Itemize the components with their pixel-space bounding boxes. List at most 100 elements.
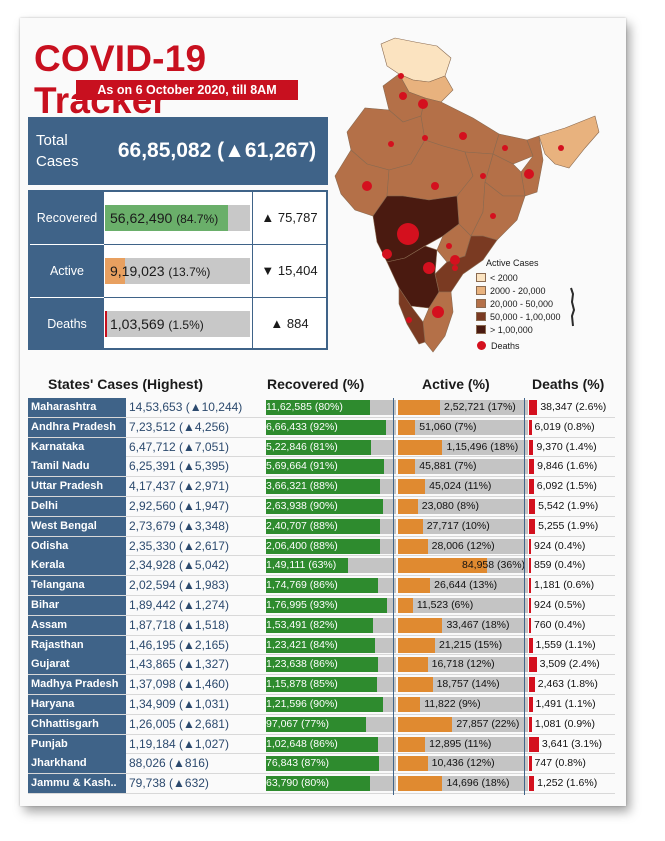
state-name: Delhi [28,497,126,516]
state-cases: 2,02,594 (▲1,983) [129,578,229,593]
deaths-value: 9,370 (1.4%) [536,440,597,453]
deaths-bubble [431,182,439,190]
recovered-bar [266,558,348,574]
table-row: Assam 1,87,718 (▲1,518) 1,53,491 (82%) 33,4… [28,615,615,636]
deaths-value: 924 (0.4%) [534,539,586,552]
active-bar [398,697,421,712]
recovered-value: 1,74,769 (86%) [266,579,338,592]
recovered-value: 1,02,648 (86%) [266,737,338,750]
state-cases: 4,17,437 (▲2,971) [129,479,229,494]
recovered-pct: (84.7%) [176,212,219,226]
deaths-bubble [418,99,428,109]
state-cases: 6,25,391 (▲5,395) [129,459,229,474]
deaths-row: Deaths 1,03,569 (1.5%) ▲ 884 [30,298,326,350]
state-cases: 14,53,653 (▲10,244) [129,400,243,414]
state-name: Jharkhand [28,754,126,774]
deaths-bubble [432,306,444,318]
state-cases: 2,73,679 (▲3,348) [129,518,229,533]
active-bar-track [398,598,528,613]
state-name: Karnataka [28,437,126,457]
deaths-bar [105,311,107,337]
active-bar-track [105,258,250,284]
deaths-bar [529,538,531,554]
state-name: Jammu & Kash.. [28,774,126,794]
recovered-value: 6,66,433 (92%) [266,420,338,433]
state-cases: 1,19,184 (▲1,027) [129,736,229,751]
header-recovered: Recovered (%) [267,376,365,392]
active-bar [398,637,436,653]
state-cases: 1,89,442 (▲1,274) [129,598,229,612]
recovered-value: 1,49,111 (63%) [266,559,337,572]
region-kerala [398,287,426,345]
deaths-bubble [490,213,496,219]
recovered-bar [266,479,381,495]
active-value: 9,19,023 (13.7%) [110,258,210,284]
active-bar-track [398,459,528,475]
recovered-bar [266,637,376,653]
deaths-bar [529,459,535,475]
state-name: Punjab [28,734,126,754]
deaths-value: 1,252 (1.6%) [537,777,598,790]
recovered-bar [266,617,373,633]
deaths-value: 1,081 (0.9%) [534,717,595,730]
active-change: ▼ 15,404 [252,245,326,297]
state-name: Gujarat [28,655,126,675]
recovered-bar [266,657,378,673]
legend-title: Active Cases [486,258,539,268]
active-bar [398,677,433,693]
active-value: 84,958 (36%) [462,559,526,572]
table-row: Telangana 2,02,594 (▲1,983) 1,74,769 (86%)… [28,576,615,596]
active-number: 9,19,023 [110,263,165,279]
legend-item: 2000 - 20,000 [476,284,586,297]
recovered-row: Recovered 56,62,490 (84.7%) ▲ 75,787 [30,192,326,244]
recovered-bar [266,716,367,732]
table-row: West Bengal 2,73,679 (▲3,348) 2,40,707 (88… [28,516,615,537]
state-cases: 2,35,330 (▲2,617) [129,538,229,553]
deaths-number: 1,03,569 [110,316,165,332]
table-row: Tamil Nadu 6,25,391 (▲5,395) 5,69,664 (91%… [28,457,615,478]
legend-swatch [476,299,486,308]
total-cases-label: Total Cases [36,132,79,170]
deaths-bubble [397,223,419,245]
active-value: 45,024 (11%) [429,480,492,493]
deaths-bar [529,499,536,514]
legend-item: < 2000 [476,271,586,284]
active-value: 21,215 (15%) [439,638,503,651]
india-map-graphic [334,37,600,353]
state-cases: 1,26,005 (▲2,681) [129,716,229,731]
active-label: Active [30,245,104,297]
state-name: Maharashtra [28,398,126,417]
recovered-value: 56,62,490 (84.7%) [110,205,218,231]
state-cases: 2,34,928 (▲5,042) [129,558,229,573]
active-bar [398,459,416,475]
table-row: Kerala 2,34,928 (▲5,042) 1,49,111 (63%) 84,… [28,556,615,577]
recovered-bar [266,400,370,415]
column-divider [524,398,525,795]
legend-swatch [476,286,486,295]
state-cases: 1,34,909 (▲1,031) [129,697,229,711]
deaths-bar [529,716,532,732]
state-cases: 1,43,865 (▲1,327) [129,657,229,672]
active-value: 28,006 (12%) [431,539,495,552]
table-row: Jharkhand 88,026 (▲816) 76,843 (87%) 10,436… [28,754,615,775]
deaths-bar-track [105,311,250,337]
legend-item: 50,000 - 1,00,000 [476,310,586,323]
divider [104,297,326,298]
deaths-value: 6,019 (0.8%) [534,420,595,433]
region-north [380,37,452,83]
state-cases: 6,47,712 (▲7,051) [129,439,229,454]
active-pct: (13.7%) [168,265,211,279]
region-wb [520,135,544,197]
state-name: Madhya Pradesh [28,675,126,695]
state-name: Andhra Pradesh [28,417,126,437]
state-name: Odisha [28,536,126,556]
region-islands [570,287,576,327]
table-row: Karnataka 6,47,712 (▲7,051) 5,22,846 (81%)… [28,437,615,458]
recovered-value: 97,067 (77%) [266,717,330,730]
state-cases: 2,92,560 (▲1,947) [129,499,229,513]
recovered-bar [266,736,378,752]
state-cases: 79,738 (▲632) [129,776,209,791]
state-cases: 1,37,098 (▲1,460) [129,677,229,692]
active-bar [398,578,431,594]
active-bar [398,518,423,534]
